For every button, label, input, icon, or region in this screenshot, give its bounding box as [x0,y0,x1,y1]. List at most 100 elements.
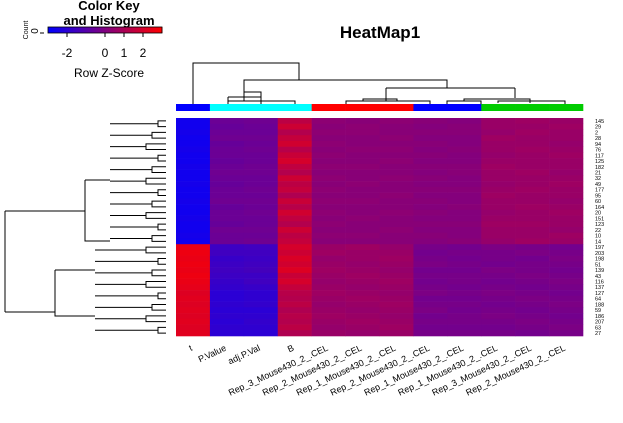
heat-cell [277,267,312,274]
heat-cell [277,209,312,216]
key-swatch [89,27,93,33]
key-swatch [68,27,72,33]
heat-cell [549,284,584,291]
key-swatch [116,27,119,33]
heat-cell [176,158,211,165]
heat-cell [379,255,414,262]
heat-cell [277,215,312,222]
heat-cell [549,123,584,130]
heat-cell [549,221,584,228]
heat-cell [311,255,346,262]
key-swatch [152,27,155,33]
heat-cell [243,215,279,222]
heat-cell [379,215,414,222]
heat-cell [311,129,346,136]
heat-cell [549,198,584,205]
heat-cell [481,244,516,251]
key-swatch [101,27,104,33]
row-dendrogram [54,269,95,317]
heat-cell [243,249,279,256]
heat-cell [413,221,448,228]
key-tick-label: 0 [102,46,109,60]
heat-cell [277,238,312,245]
heat-cell [447,324,482,331]
heat-cell [176,140,211,147]
heat-cell [209,169,245,176]
heat-cell [209,244,245,251]
heat-cell [447,244,482,251]
key-swatch [63,27,66,33]
heat-cell [549,146,584,153]
heat-cell [176,330,211,337]
heat-cell [311,307,346,314]
heat-cell [515,295,550,302]
row-label: 127 [595,291,604,297]
row-label: 137 [595,285,604,291]
row-dendrogram [151,303,166,311]
key-swatch [141,27,144,33]
heat-cell [379,330,414,337]
dendrograms [4,62,566,334]
key-swatch [127,27,131,33]
heat-cell [176,163,211,170]
heat-cell [176,227,211,234]
heat-cell [277,249,312,256]
heat-cell [447,232,482,239]
heat-cell [515,255,550,262]
heat-cell [243,209,279,216]
heat-cell [345,301,380,308]
key-swatch [139,27,142,33]
heat-cell [515,232,550,239]
key-swatch [114,27,117,33]
heat-cell [379,135,414,142]
heat-cell [209,284,245,291]
row-dendrogram [4,210,85,313]
heat-cell [515,175,550,182]
heat-cell [515,307,550,314]
heat-cell [379,278,414,285]
key-swatch [120,27,123,33]
heat-cell [209,158,245,165]
col-dendrogram [192,62,300,104]
heat-cell [379,192,414,199]
heat-cell [176,198,211,205]
heat-cell [549,313,584,320]
key-swatch [160,27,163,33]
heat-cell [549,227,584,234]
heat-cell [379,146,414,153]
heat-cell [413,255,448,262]
heat-cell [515,181,550,188]
heat-cell [277,158,312,165]
heat-cell [243,318,279,325]
heat-cell [345,209,380,216]
heat-cell [176,175,211,182]
heat-cell [379,221,414,228]
heat-cell [447,221,482,228]
heat-cell [176,324,211,331]
heat-cell [277,313,312,320]
row-label: 59 [595,308,601,314]
heat-cell [209,186,245,193]
row-label: 14 [595,239,601,245]
key-swatch [112,27,115,33]
heat-cell [413,324,448,331]
row-dendrogram [157,189,166,196]
heat-cell [413,158,448,165]
heat-cell [515,244,550,251]
heat-cell [481,267,516,274]
column-label: t [187,343,194,353]
heat-cell [176,209,211,216]
heat-cell [311,261,346,268]
heat-cell [447,272,482,279]
heat-cell [243,255,279,262]
heat-cell [243,118,279,125]
heat-cell [209,249,245,256]
heat-cell [311,175,346,182]
key-swatch [124,27,127,33]
heat-cell [481,255,516,262]
heat-cell [481,123,516,130]
heat-cell [176,232,211,239]
heat-cell [345,192,380,199]
heat-cell [277,204,312,211]
heat-cell [176,255,211,262]
